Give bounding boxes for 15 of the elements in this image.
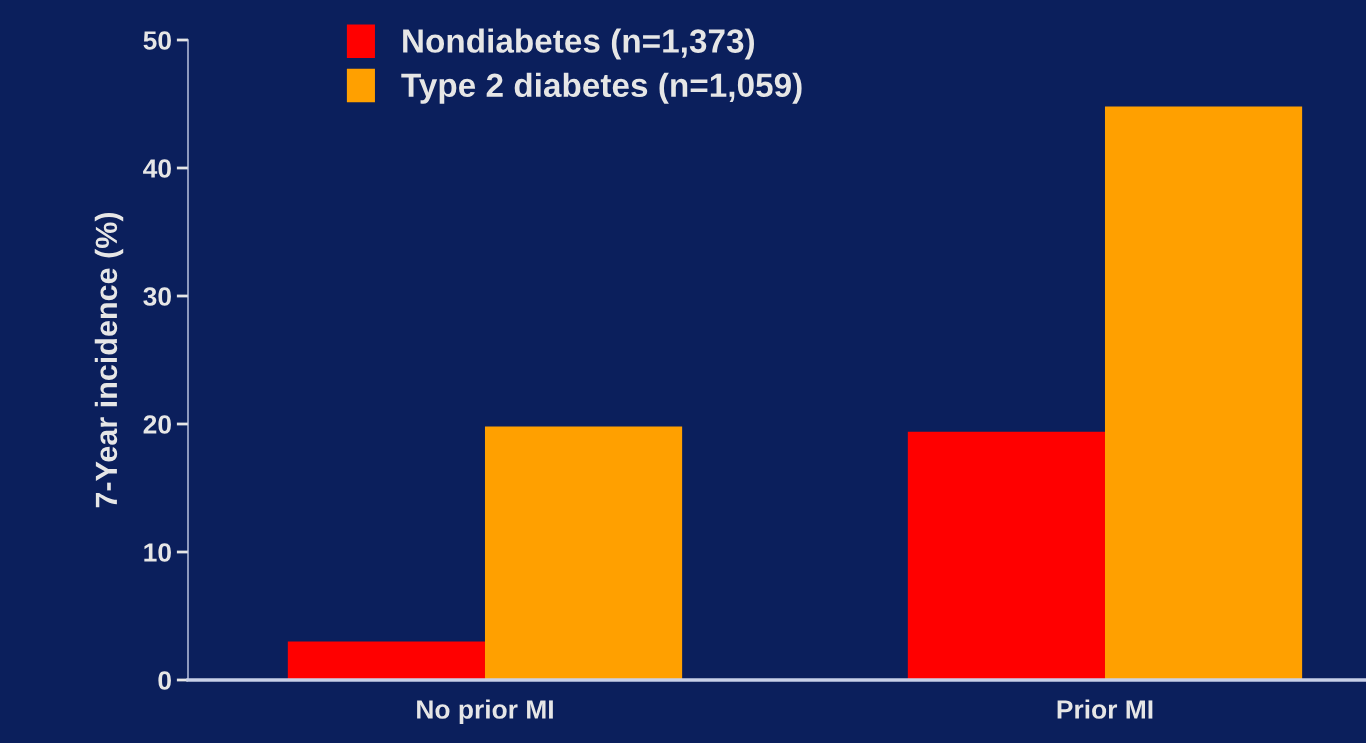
bar (484, 426, 683, 680)
y-axis-title: 7-Year incidence (%) (94, 212, 124, 508)
legend-label: Type 2 diabetes (n=1,059) (401, 72, 802, 104)
bar (1104, 106, 1303, 680)
legend-label: Nondiabetes (n=1,373) (403, 28, 754, 60)
bar (287, 641, 485, 680)
y-tick-label: 40 (143, 159, 171, 178)
y-tick-label: 10 (144, 543, 171, 562)
x-tick-label: Prior MI (1057, 699, 1153, 719)
x-tick-label: No prior MI (417, 699, 553, 725)
y-tick-label: 20 (143, 415, 171, 434)
y-tick-label: 50 (143, 31, 171, 50)
bar (907, 431, 1105, 680)
y-tick-label: 0 (158, 671, 171, 690)
y-tick-label: 30 (143, 287, 171, 306)
